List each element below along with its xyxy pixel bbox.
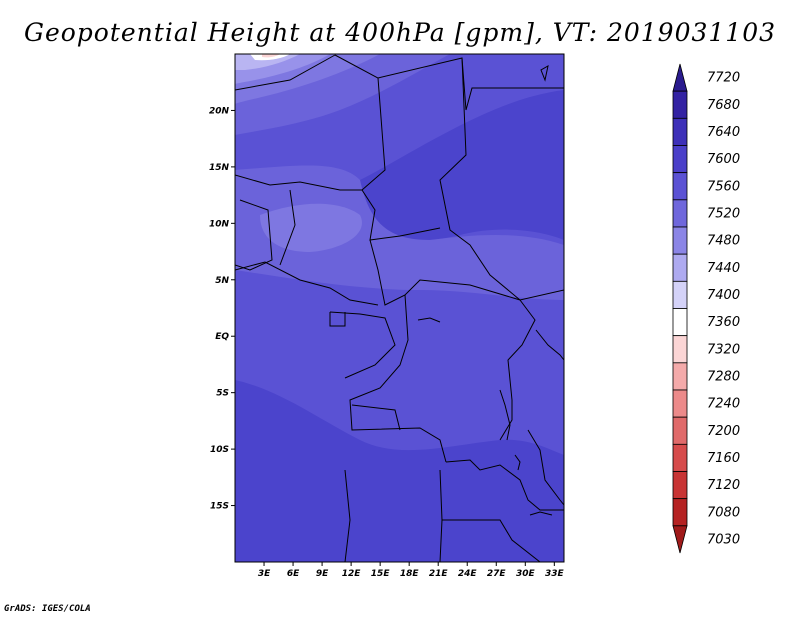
- border-line: [329, 312, 346, 327]
- lon-tick-label: 21E: [429, 569, 449, 579]
- border-line: [344, 469, 351, 562]
- colorbar-swatch: [672, 253, 688, 282]
- field-band-corner: [235, 54, 300, 70]
- lon-tick-label: 6E: [287, 569, 300, 579]
- field-band-mid: [235, 165, 564, 300]
- coast-line: [540, 65, 549, 82]
- colorbar-swatch: [672, 525, 688, 554]
- colorbar-level-label: 7030: [707, 532, 740, 547]
- colorbar-swatch: [672, 90, 688, 119]
- border-line: [329, 311, 396, 379]
- axis-ticks: 20N 15N 10N 5N EQ 5S 10S 15S 3E 6E 9E 12E 15E 18E 21E 2…: [209, 106, 565, 579]
- lat-tick-label: 10S: [210, 445, 229, 455]
- lon-tick-label: 30E: [516, 569, 536, 579]
- colorbar-swatch: [672, 416, 688, 445]
- colorbar-swatch: [672, 498, 688, 527]
- lake-line: [417, 317, 441, 323]
- lon-tick-label: 9E: [316, 569, 329, 579]
- colorbar-level-label: 7120: [707, 478, 740, 493]
- colorbar-level-label: 7440: [707, 261, 740, 276]
- colorbar-swatch: [672, 280, 688, 309]
- colorbar-swatch: [672, 389, 688, 418]
- border-line: [445, 459, 564, 511]
- lon-tick-label: 3E: [258, 569, 271, 579]
- lon-tick-label: 15E: [371, 569, 391, 579]
- lon-tick-label: 33E: [545, 569, 565, 579]
- lon-tick-label: 12E: [342, 569, 362, 579]
- colorbar-level-label: 7160: [707, 451, 740, 466]
- border-line: [235, 174, 362, 191]
- colorbar-level-label: 7480: [707, 234, 740, 249]
- colorbar-level-label: 7200: [707, 424, 740, 439]
- colorbar-swatch: [672, 443, 688, 472]
- colorbar-swatch: [672, 63, 688, 92]
- colorbar-swatch: [672, 308, 688, 337]
- border-line: [442, 519, 541, 562]
- field-band-north: [360, 90, 564, 241]
- border-line: [349, 294, 447, 463]
- colorbar-level-label: 7240: [707, 397, 740, 412]
- colorbar-swatch: [672, 145, 688, 174]
- colorbar-level-label: 7400: [707, 288, 740, 303]
- field-band-south: [235, 380, 564, 562]
- field-band-cornerpink: [262, 54, 280, 58]
- height-field: [235, 54, 564, 562]
- lat-tick-label: 15N: [209, 163, 230, 173]
- lon-tick-label: 24E: [458, 569, 478, 579]
- colorbar-level-label: 7720: [707, 71, 740, 86]
- lat-tick-label: 10N: [209, 219, 230, 229]
- colorbar-swatch: [672, 226, 688, 255]
- border-line: [377, 57, 564, 111]
- colorbar-level-label: 7640: [707, 125, 740, 140]
- colorbar-swatch: [672, 199, 688, 228]
- colorbar: 7720 7680 7640 7600 7560 7520 7480 7440 7400 7360…: [672, 63, 740, 554]
- lon-tick-label: 18E: [400, 569, 420, 579]
- border-line: [235, 199, 273, 271]
- border-line: [499, 299, 536, 441]
- map-title: Geopotential Height at 400hPa [gpm], VT:…: [23, 18, 777, 47]
- border-line: [279, 189, 296, 266]
- border-line: [235, 54, 336, 91]
- border-line: [235, 261, 379, 306]
- grads-credit: GrADS: IGES/COLA: [4, 604, 91, 614]
- field-patch-west: [260, 203, 362, 252]
- colorbar-swatch: [672, 335, 688, 364]
- lake-line: [499, 389, 511, 441]
- lat-tick-label: 20N: [209, 106, 230, 116]
- border-line: [439, 57, 564, 301]
- colorbar-level-label: 7280: [707, 369, 740, 384]
- map-frame: [234, 53, 565, 563]
- lat-tick-label: EQ: [215, 332, 229, 342]
- border-line: [351, 404, 401, 431]
- colorbar-level-label: 7520: [707, 206, 740, 221]
- lon-tick-label: 27E: [487, 569, 507, 579]
- border-line: [535, 329, 564, 361]
- colorbar-level-label: 7320: [707, 342, 740, 357]
- colorbar-swatch: [672, 117, 688, 146]
- colorbar-level-label: 7080: [707, 505, 740, 520]
- colorbar-swatch: [672, 172, 688, 201]
- lat-tick-label: 5N: [215, 276, 229, 286]
- lake-line: [514, 454, 521, 471]
- border-line: [334, 54, 386, 191]
- lat-tick-label: 5S: [216, 389, 229, 399]
- colorbar-swatch: [672, 471, 688, 500]
- colorbar-swatch: [672, 362, 688, 391]
- colorbar-level-label: 7560: [707, 179, 740, 194]
- colorbar-level-label: 7360: [707, 315, 740, 330]
- border-line: [527, 429, 564, 506]
- colorbar-level-label: 7680: [707, 98, 740, 113]
- lake-line: [529, 511, 553, 516]
- lat-tick-label: 15S: [210, 502, 229, 512]
- colorbar-level-label: 7600: [707, 152, 740, 167]
- country-borders: [235, 54, 564, 562]
